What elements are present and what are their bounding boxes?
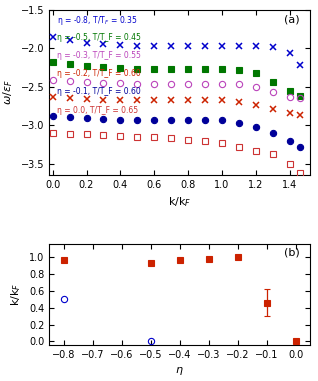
X-axis label: k/k$_F$: k/k$_F$ bbox=[168, 195, 191, 210]
Text: η = 0.0, T/T_F = 0.65: η = 0.0, T/T_F = 0.65 bbox=[57, 106, 138, 115]
Text: η = -0.5, T/T_F = 0.45: η = -0.5, T/T_F = 0.45 bbox=[57, 33, 141, 42]
X-axis label: $\eta$: $\eta$ bbox=[175, 365, 184, 377]
Text: η = -0.8, T/T$_F$ = 0.35: η = -0.8, T/T$_F$ = 0.35 bbox=[57, 14, 137, 27]
Text: η = -0.2, T/T_F = 0.60: η = -0.2, T/T_F = 0.60 bbox=[57, 69, 141, 78]
Y-axis label: k/k$_F$: k/k$_F$ bbox=[10, 283, 24, 306]
Text: η = -0.3, T/T_F = 0.55: η = -0.3, T/T_F = 0.55 bbox=[57, 51, 141, 60]
Text: (b): (b) bbox=[284, 247, 300, 258]
Text: (a): (a) bbox=[284, 14, 300, 24]
Y-axis label: $\omega$/$\varepsilon$$_F$: $\omega$/$\varepsilon$$_F$ bbox=[2, 80, 15, 105]
Text: η = -0.1, T/T_F = 0.60: η = -0.1, T/T_F = 0.60 bbox=[57, 87, 141, 96]
